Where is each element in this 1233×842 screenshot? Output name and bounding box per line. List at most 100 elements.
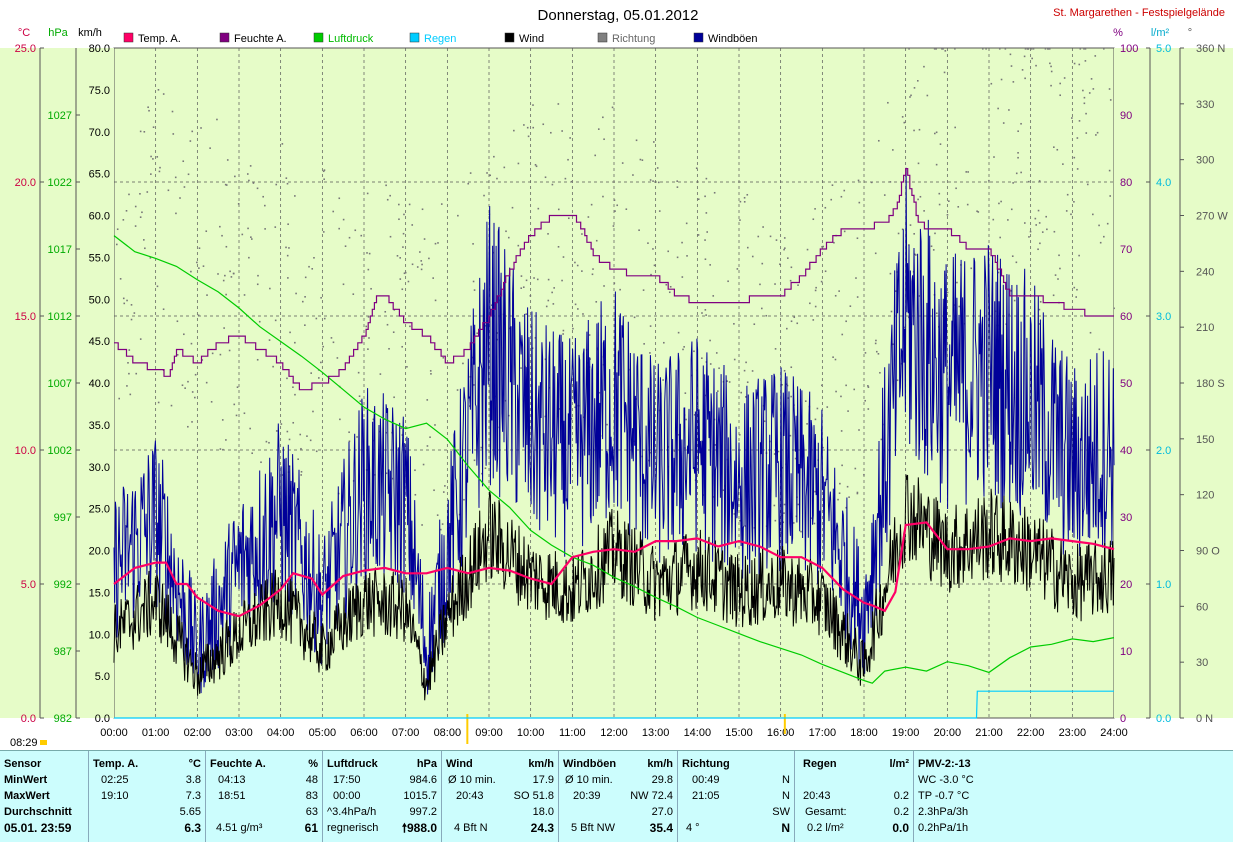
direction-dot xyxy=(935,163,938,166)
direction-dot xyxy=(697,198,700,201)
direction-dot xyxy=(256,283,259,286)
sunrise-tick-marker xyxy=(466,714,469,744)
dir-max: N xyxy=(782,790,790,802)
direction-dot xyxy=(822,446,824,449)
direction-dot xyxy=(551,183,554,186)
direction-dot xyxy=(156,285,159,288)
direction-dot xyxy=(946,214,949,216)
direction-dot xyxy=(300,470,303,473)
wind-max-time: 20:43 xyxy=(456,790,484,802)
direction-dot xyxy=(389,235,392,238)
direction-dot xyxy=(790,320,793,323)
direction-dot xyxy=(294,341,296,344)
direction-dot xyxy=(134,225,137,227)
direction-dot xyxy=(428,257,430,260)
direction-dot xyxy=(1050,84,1052,87)
direction-dot xyxy=(287,223,289,226)
direction-dot xyxy=(430,373,432,375)
direction-dot xyxy=(856,491,859,494)
direction-dot xyxy=(790,266,793,269)
direction-dot xyxy=(379,373,382,375)
direction-dot xyxy=(653,141,655,143)
direction-dot xyxy=(1034,217,1037,220)
direction-dot xyxy=(693,414,696,416)
direction-dot xyxy=(1075,296,1078,298)
direction-dot xyxy=(704,394,707,397)
direction-dot xyxy=(939,143,942,145)
time-tick: 13:00 xyxy=(642,727,670,739)
direction-dot xyxy=(211,352,214,355)
direction-dot xyxy=(1052,294,1055,297)
direction-dot xyxy=(139,338,142,340)
direction-dot xyxy=(1020,122,1022,125)
direction-dot xyxy=(621,162,624,164)
direction-dot xyxy=(360,234,363,237)
direction-dot xyxy=(411,224,414,226)
direction-dot xyxy=(318,377,320,379)
direction-dot xyxy=(652,248,654,250)
direction-dot xyxy=(944,50,947,52)
dir-min: N xyxy=(782,774,790,786)
direction-dot xyxy=(916,80,919,82)
gusts-line xyxy=(113,167,1115,695)
direction-dot xyxy=(503,166,506,169)
direction-dot xyxy=(1039,301,1042,303)
direction-dot xyxy=(336,357,339,359)
direction-dot xyxy=(225,293,227,296)
direction-dot xyxy=(701,312,703,314)
direction-dot xyxy=(288,438,291,441)
direction-dot xyxy=(547,278,550,281)
direction-dot xyxy=(292,421,295,424)
direction-dot xyxy=(1109,195,1112,197)
direction-dot xyxy=(268,441,270,444)
dir-max-time: 21:05 xyxy=(692,790,720,802)
direction-dot xyxy=(849,305,852,307)
wind-tick: 30.0 xyxy=(89,462,110,474)
direction-dot xyxy=(1085,132,1088,134)
direction-dot xyxy=(569,137,571,139)
direction-dot xyxy=(796,322,799,325)
direction-dot xyxy=(838,290,840,292)
direction-dot xyxy=(139,193,141,195)
direction-dot xyxy=(681,241,683,244)
weather-chart: Donnerstag, 05.01.2012 St. Margarethen -… xyxy=(0,7,1233,749)
time-tick: 24:00 xyxy=(1100,727,1128,739)
direction-dot xyxy=(1012,81,1015,83)
direction-dot xyxy=(128,372,130,375)
gust-avg: 29.8 xyxy=(651,774,673,786)
direction-dot xyxy=(1083,102,1086,105)
direction-dot xyxy=(561,130,563,132)
direction-dot xyxy=(434,424,436,426)
direction-dot xyxy=(348,236,351,239)
direction-dot xyxy=(794,457,797,460)
direction-dot xyxy=(1057,278,1059,280)
time-tick: 14:00 xyxy=(684,727,712,739)
direction-dot xyxy=(954,126,956,129)
direction-dot xyxy=(526,126,529,129)
direction-dot xyxy=(250,236,252,238)
direction-dot xyxy=(930,245,933,248)
press-header: Luftdruck xyxy=(327,758,378,770)
direction-dot xyxy=(838,492,841,495)
direction-dot xyxy=(286,377,288,380)
direction-dot xyxy=(877,353,880,355)
direction-dot xyxy=(830,198,833,201)
direction-dot xyxy=(1090,78,1093,80)
direction-dot xyxy=(1076,137,1079,139)
direction-dot xyxy=(901,228,904,231)
direction-dot xyxy=(332,341,335,344)
direction-dot xyxy=(156,156,159,158)
direction-dot xyxy=(127,362,129,364)
direction-dot xyxy=(493,155,495,158)
direction-dot xyxy=(815,286,817,289)
wind-tick: 10.0 xyxy=(89,629,110,641)
direction-dot xyxy=(806,248,809,251)
direction-dot xyxy=(857,179,860,182)
gust-day-avg: 27.0 xyxy=(651,806,673,818)
direction-dot xyxy=(642,289,645,291)
direction-dot xyxy=(205,230,208,233)
dir-tick: 240 xyxy=(1196,266,1214,278)
stats-wind: Wind km/h Ø 10 min. 17.9 20:43 SO 51.8 18.0… xyxy=(442,751,559,842)
direction-dot xyxy=(787,257,789,259)
direction-dot xyxy=(985,48,987,50)
